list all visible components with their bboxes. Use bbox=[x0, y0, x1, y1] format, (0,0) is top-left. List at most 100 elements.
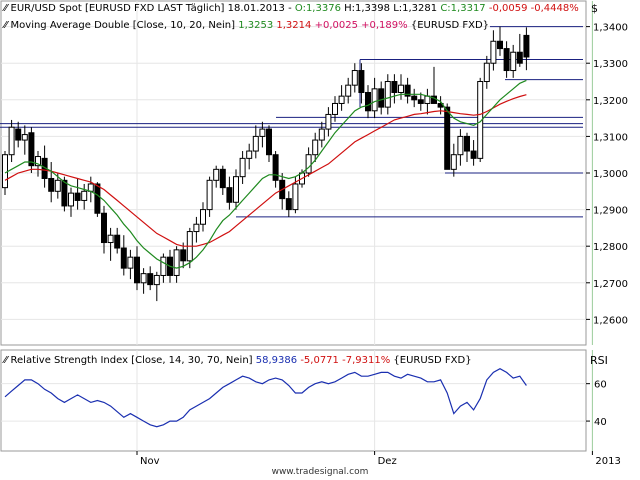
candle-body bbox=[35, 156, 41, 167]
candle-body bbox=[134, 256, 140, 284]
candle-body bbox=[497, 40, 503, 50]
ma-legend-change: +0,0025 bbox=[314, 20, 358, 31]
candle-body bbox=[305, 154, 312, 174]
candle-body bbox=[391, 81, 398, 93]
x-tick-label: 2013 bbox=[595, 456, 620, 467]
candle-body bbox=[147, 273, 154, 286]
candle-body bbox=[365, 91, 371, 112]
candle-body bbox=[503, 48, 510, 72]
candle-body bbox=[15, 128, 22, 141]
candle-body bbox=[107, 234, 114, 244]
candle-body bbox=[246, 150, 253, 159]
candle-body bbox=[404, 84, 411, 97]
candle-body bbox=[94, 183, 101, 214]
candle-body bbox=[470, 150, 477, 159]
price-tick-label: 1,2600 bbox=[593, 315, 628, 326]
candle-body bbox=[411, 95, 418, 101]
legend-low: L:1,3281 bbox=[393, 3, 438, 14]
candle-body bbox=[450, 154, 457, 170]
price-unit-label: $ bbox=[591, 2, 598, 15]
candle-body bbox=[318, 128, 325, 141]
candle-body bbox=[68, 192, 74, 207]
rsi-legend: ⁄⁄ Relative Strength Index [Close, 14, 3… bbox=[4, 355, 472, 367]
candle-body bbox=[417, 99, 424, 104]
rsi-unit-label: RSI bbox=[590, 354, 608, 367]
candle-body bbox=[259, 128, 266, 137]
ma-legend-val1: 1,3253 bbox=[238, 20, 274, 31]
candle-body bbox=[252, 135, 259, 152]
price-legend: ⁄⁄ EUR/USD Spot [EURUSD FXD LAST Täglich… bbox=[4, 3, 579, 14]
price-tick-label: 1,2800 bbox=[593, 242, 628, 253]
footer-credit: www.tradesignal.com bbox=[271, 467, 369, 477]
rsi-line bbox=[4, 368, 527, 428]
candle-body bbox=[160, 256, 167, 276]
horizontal-lines bbox=[0, 26, 583, 218]
ma-fast-line bbox=[4, 79, 527, 269]
legend-close: C:1,3317 bbox=[440, 3, 486, 14]
rsi-tick-label: 60 bbox=[594, 380, 607, 391]
candle-body bbox=[114, 234, 121, 249]
candle-body bbox=[61, 179, 68, 207]
candle-body bbox=[490, 40, 497, 64]
candle-body bbox=[173, 249, 180, 276]
x-axis: Nov Dez 2013 bbox=[136, 451, 621, 467]
ma-legend-val2: 1,3214 bbox=[276, 20, 312, 31]
candle-body bbox=[378, 88, 385, 108]
candles bbox=[2, 26, 530, 302]
ma-slow-line bbox=[4, 94, 527, 247]
candle-body bbox=[292, 183, 299, 211]
candle-body bbox=[213, 168, 220, 181]
candle-body bbox=[28, 132, 35, 167]
ma-legend-change-pct: +0,189% bbox=[361, 20, 408, 31]
candle-body bbox=[74, 192, 81, 201]
candle-body bbox=[180, 249, 187, 262]
candle-body bbox=[87, 183, 94, 192]
candle-body bbox=[153, 274, 160, 286]
x-tick-label: Nov bbox=[140, 456, 160, 467]
legend-change-pct: -0,4448% bbox=[530, 3, 579, 14]
candle-body bbox=[206, 179, 213, 211]
price-tick-label: 1,3200 bbox=[593, 96, 628, 107]
ma-legend: ⁄⁄ Moving Average Double [Close, 10, 20,… bbox=[4, 20, 489, 32]
candle-body bbox=[48, 177, 55, 192]
rsi-legend-change: -5,0771 bbox=[300, 355, 339, 366]
price-tick-label: 1,3400 bbox=[593, 23, 628, 34]
candle-body bbox=[332, 102, 338, 115]
candle-body bbox=[325, 113, 332, 130]
candle-body bbox=[81, 190, 88, 201]
price-tick-label: 1,3300 bbox=[593, 59, 628, 70]
candle-body bbox=[285, 198, 292, 211]
candle-body bbox=[219, 168, 226, 189]
candle-body bbox=[54, 179, 61, 192]
candle-body bbox=[200, 209, 206, 225]
candle-body bbox=[8, 126, 15, 156]
candle-body bbox=[516, 51, 523, 64]
candle-body bbox=[371, 88, 378, 112]
candle-body bbox=[398, 84, 404, 93]
price-axis: 1,2600 1,2700 1,2800 1,2900 1,3000 1,3100 1,32… bbox=[586, 23, 628, 326]
candle-body bbox=[272, 154, 279, 181]
price-tick-label: 1,3100 bbox=[593, 132, 628, 143]
ma-legend-source: {EURUSD FXD} bbox=[410, 20, 490, 31]
legend-date: 18.01.2013 bbox=[227, 3, 285, 14]
candle-body bbox=[266, 128, 272, 156]
candle-body bbox=[358, 70, 365, 93]
candle-body bbox=[351, 70, 358, 86]
rsi-series-line bbox=[4, 368, 527, 428]
rsi-tick-label: 40 bbox=[594, 417, 607, 428]
candle-body bbox=[483, 62, 490, 83]
candle-body bbox=[2, 154, 8, 189]
candle-body bbox=[239, 157, 246, 178]
moving-average-lines bbox=[4, 79, 527, 269]
ma-legend-name: Moving Average Double [Close, 10, 20, Ne… bbox=[10, 20, 236, 31]
candle-body bbox=[345, 84, 352, 97]
rsi-grid bbox=[1, 350, 593, 451]
candle-body bbox=[338, 95, 345, 104]
rsi-axis: 40 60 bbox=[586, 380, 607, 428]
candle-body bbox=[21, 134, 28, 141]
x-tick-label: Dez bbox=[378, 456, 397, 467]
candle-body bbox=[477, 81, 484, 159]
rsi-legend-value: 58,9386 bbox=[255, 355, 298, 366]
candle-body bbox=[120, 247, 127, 269]
candle-body bbox=[140, 273, 147, 284]
